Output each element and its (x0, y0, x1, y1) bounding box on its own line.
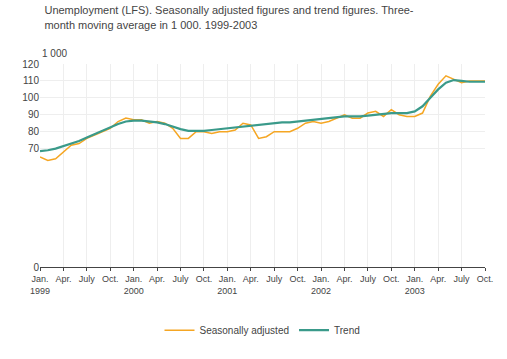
svg-text:Unemployment (LFS). Seasonally: Unemployment (LFS). Seasonally adjusted … (44, 4, 413, 30)
svg-text:1 000: 1 000 (42, 48, 67, 59)
svg-text:July: July (79, 274, 96, 284)
svg-text:July: July (360, 274, 377, 284)
svg-text:Apr.: Apr. (430, 274, 446, 284)
svg-text:Apr.: Apr. (336, 274, 352, 284)
svg-text:100: 100 (22, 92, 39, 103)
svg-text:Oct.: Oct. (289, 274, 306, 284)
svg-text:Apr.: Apr. (243, 274, 259, 284)
svg-text:July: July (454, 274, 471, 284)
svg-text:Oct.: Oct. (102, 274, 119, 284)
svg-text:July: July (173, 274, 190, 284)
svg-text:Jan.1999: Jan.1999 (30, 274, 50, 296)
svg-text:110: 110 (23, 75, 39, 86)
svg-text:Jan.2001: Jan.2001 (217, 274, 237, 296)
svg-text:Jan.2000: Jan.2000 (124, 274, 144, 296)
svg-text:Apr.: Apr. (149, 274, 165, 284)
svg-text:Seasonally adjusted: Seasonally adjusted (200, 325, 290, 336)
svg-text:Oct.: Oct. (383, 274, 400, 284)
svg-text:Oct.: Oct. (477, 274, 494, 284)
svg-text:80: 80 (28, 126, 40, 137)
svg-text:Apr.: Apr. (55, 274, 71, 284)
svg-text:Trend: Trend (334, 325, 360, 336)
svg-text:120: 120 (22, 59, 39, 70)
svg-text:0: 0 (33, 262, 39, 273)
svg-text:90: 90 (28, 109, 40, 120)
svg-text:Jan.2003: Jan.2003 (405, 274, 425, 296)
svg-text:70: 70 (28, 143, 40, 154)
svg-text:July: July (266, 274, 283, 284)
svg-text:Oct.: Oct. (196, 274, 213, 284)
svg-text:Jan.2002: Jan.2002 (311, 274, 331, 296)
